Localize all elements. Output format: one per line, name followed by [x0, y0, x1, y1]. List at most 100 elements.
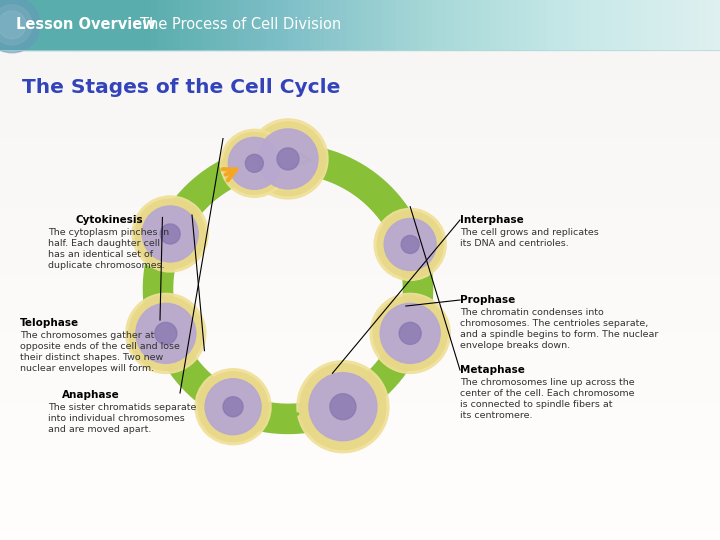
Circle shape [220, 129, 288, 197]
Text: The chromosomes line up across the
center of the cell. Each chromosome
is connec: The chromosomes line up across the cente… [460, 378, 634, 420]
Bar [202, 0, 209, 50]
Bar [648, 0, 655, 50]
Bar [0, 442, 720, 452]
Text: Lesson Overview: Lesson Overview [16, 17, 156, 32]
Bar [7, 0, 14, 50]
Text: The Process of Cell Division: The Process of Cell Division [140, 17, 341, 32]
Bar [0, 99, 720, 109]
Bar [0, 501, 720, 511]
Bar [245, 0, 252, 50]
Bar [547, 0, 554, 50]
Bar [216, 0, 223, 50]
Bar [0, 177, 720, 187]
Bar [338, 0, 346, 50]
Bar [144, 0, 151, 50]
Circle shape [309, 373, 377, 441]
Bar [360, 0, 367, 50]
Bar [194, 0, 202, 50]
Bar [0, 334, 720, 344]
Bar [274, 0, 281, 50]
Bar [324, 0, 331, 50]
Bar [14, 0, 22, 50]
Circle shape [126, 293, 206, 373]
Bar [439, 0, 446, 50]
Bar [0, 285, 720, 295]
Bar [151, 0, 158, 50]
Bar [418, 0, 425, 50]
Bar [137, 0, 144, 50]
Text: Interphase: Interphase [460, 215, 523, 225]
Bar [0, 521, 720, 530]
Bar [0, 158, 720, 167]
Bar [94, 0, 101, 50]
Circle shape [228, 137, 280, 190]
Circle shape [370, 293, 450, 373]
Bar [58, 0, 65, 50]
Circle shape [384, 219, 436, 271]
Bar [0, 344, 720, 354]
Circle shape [399, 322, 421, 345]
Circle shape [374, 208, 446, 280]
Bar [590, 0, 598, 50]
Bar [346, 0, 353, 50]
Bar [396, 0, 403, 50]
Bar [0, 530, 720, 540]
Text: Telophase: Telophase [20, 318, 79, 328]
Text: Cytokinesis: Cytokinesis [75, 215, 143, 225]
Bar [0, 207, 720, 217]
Bar [317, 0, 324, 50]
Circle shape [373, 296, 447, 370]
Bar [65, 0, 72, 50]
Bar [0, 481, 720, 491]
Circle shape [135, 199, 205, 269]
Bar [497, 0, 504, 50]
Bar [252, 0, 259, 50]
Circle shape [0, 0, 40, 53]
Bar [677, 0, 684, 50]
Text: The cell grows and replicates
its DNA and centrioles.: The cell grows and replicates its DNA an… [460, 228, 599, 248]
Circle shape [277, 148, 299, 170]
Circle shape [132, 196, 208, 272]
Bar [403, 0, 410, 50]
Circle shape [330, 394, 356, 420]
Bar [0, 462, 720, 471]
Bar [72, 0, 79, 50]
Text: Anaphase: Anaphase [62, 390, 120, 400]
Bar [0, 314, 720, 324]
Bar [310, 0, 317, 50]
Circle shape [195, 369, 271, 445]
Bar [281, 0, 288, 50]
Circle shape [160, 224, 180, 244]
Bar [598, 0, 605, 50]
Circle shape [251, 122, 325, 196]
Bar [295, 0, 302, 50]
Bar [0, 452, 720, 462]
Bar [43, 0, 50, 50]
Bar [612, 0, 619, 50]
Bar [0, 413, 720, 422]
Bar [22, 0, 29, 50]
Bar [425, 0, 432, 50]
Circle shape [380, 303, 440, 363]
Bar [29, 0, 36, 50]
Bar [122, 0, 130, 50]
Bar [0, 255, 720, 266]
Bar [0, 295, 720, 305]
Circle shape [248, 119, 328, 199]
Bar [662, 0, 670, 50]
Bar [684, 0, 691, 50]
Bar [0, 383, 720, 393]
Text: The cytoplasm pinches in
half. Each daughter cell
has an identical set of
duplic: The cytoplasm pinches in half. Each daug… [48, 228, 169, 271]
Bar [0, 236, 720, 246]
Bar [446, 0, 454, 50]
Bar [382, 0, 389, 50]
Bar [0, 393, 720, 403]
Bar [0, 148, 720, 158]
Bar [583, 0, 590, 50]
Bar [180, 0, 187, 50]
Circle shape [142, 206, 198, 262]
Bar [0, 197, 720, 207]
Bar [569, 0, 576, 50]
Bar [698, 0, 706, 50]
Bar [634, 0, 641, 50]
